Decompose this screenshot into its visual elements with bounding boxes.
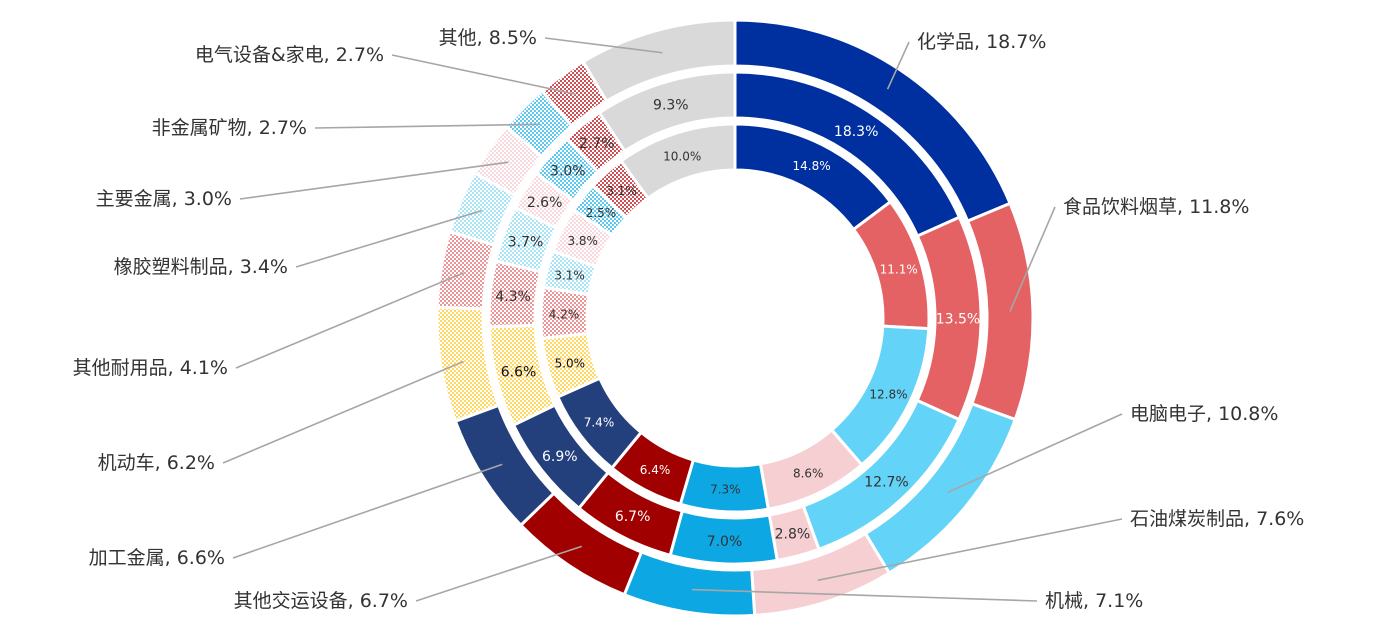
leader-line-6 <box>232 463 503 559</box>
leader-line-0 <box>886 41 910 90</box>
category-label-11: 非金属矿物, 2.7% <box>152 117 307 139</box>
middle-value-label-11: 3.0% <box>550 163 586 179</box>
inner-value-label-1: 11.1% <box>880 263 918 277</box>
leader-line-2 <box>947 413 1123 494</box>
inner-value-label-9: 3.1% <box>554 269 585 283</box>
middle-value-label-1: 13.5% <box>936 311 980 327</box>
inner-value-label-3: 8.6% <box>793 467 824 481</box>
leader-line-5 <box>415 545 582 602</box>
middle-value-label-2: 12.7% <box>864 475 908 491</box>
category-label-8: 其他耐用品, 4.1% <box>73 357 228 379</box>
ring-value-labels: 18.3% 13.5% 12.7% 2.8% 7.0% 6.7% 6.9% 6.6% 4.3% 3… <box>495 97 980 549</box>
middle-value-label-6: 6.9% <box>542 449 578 465</box>
donut-rings <box>435 18 1035 618</box>
leader-line-1 <box>1009 206 1056 312</box>
inner-value-label-7: 5.0% <box>555 356 586 370</box>
inner-value-label-5: 6.4% <box>640 463 671 477</box>
category-label-12: 电气设备&家电, 2.7% <box>195 44 384 66</box>
middle-value-label-10: 2.6% <box>527 195 563 211</box>
middle-value-label-12: 2.7% <box>579 136 615 152</box>
leader-line-11 <box>314 123 540 129</box>
category-label-3: 石油煤炭制品, 7.6% <box>1130 508 1304 530</box>
middle-value-label-13: 9.3% <box>653 97 689 113</box>
category-label-0: 化学品, 18.7% <box>917 31 1046 53</box>
inner-value-label-11: 2.5% <box>586 206 617 220</box>
category-label-1: 食品饮料烟草, 11.8% <box>1063 196 1249 218</box>
middle-value-label-5: 6.7% <box>615 509 651 525</box>
middle-value-label-0: 18.3% <box>834 124 878 140</box>
inner-value-label-2: 12.8% <box>869 387 907 401</box>
inner-value-label-4: 7.3% <box>710 483 741 497</box>
middle-value-label-4: 7.0% <box>707 534 743 550</box>
category-label-2: 电脑电子, 10.8% <box>1130 403 1278 425</box>
leader-line-4 <box>691 588 1038 602</box>
leader-lines <box>222 37 1123 602</box>
leader-line-10 <box>239 161 509 200</box>
inner-value-label-8: 4.2% <box>549 307 580 321</box>
inner-value-label-0: 14.8% <box>793 159 831 173</box>
middle-value-label-7: 6.6% <box>501 365 537 381</box>
inner-value-label-12: 3.1% <box>606 184 637 198</box>
category-labels: 化学品, 18.7% 食品饮料烟草, 11.8% 电脑电子, 10.8% 石油煤炭制品… <box>73 27 1305 612</box>
leader-line-8 <box>235 272 465 369</box>
leader-line-13 <box>544 37 663 54</box>
category-label-7: 机动车, 6.2% <box>98 452 215 474</box>
category-label-5: 其他交运设备, 6.7% <box>234 590 408 612</box>
category-label-10: 主要金属, 3.0% <box>96 188 232 210</box>
outer-ring-segment-13 <box>581 18 737 104</box>
middle-value-label-8: 4.3% <box>495 289 531 305</box>
middle-value-label-9: 3.7% <box>508 235 544 251</box>
inner-ring-segment-13 <box>618 122 737 201</box>
middle-value-label-3: 2.8% <box>775 526 811 542</box>
category-label-13: 其他, 8.5% <box>439 27 537 49</box>
category-label-9: 橡胶塑料制品, 3.4% <box>114 256 288 278</box>
leader-line-7 <box>222 360 464 464</box>
inner-value-label-10: 3.8% <box>567 234 598 248</box>
leader-line-9 <box>295 209 483 268</box>
inner-value-label-6: 7.4% <box>584 416 615 430</box>
leader-line-12 <box>391 54 576 95</box>
category-label-4: 机械, 7.1% <box>1045 590 1143 612</box>
category-label-6: 加工金属, 6.6% <box>89 547 225 569</box>
middle-ring-segment-13 <box>597 70 737 154</box>
leader-line-3 <box>817 518 1123 582</box>
inner-value-label-13: 10.0% <box>663 149 701 163</box>
